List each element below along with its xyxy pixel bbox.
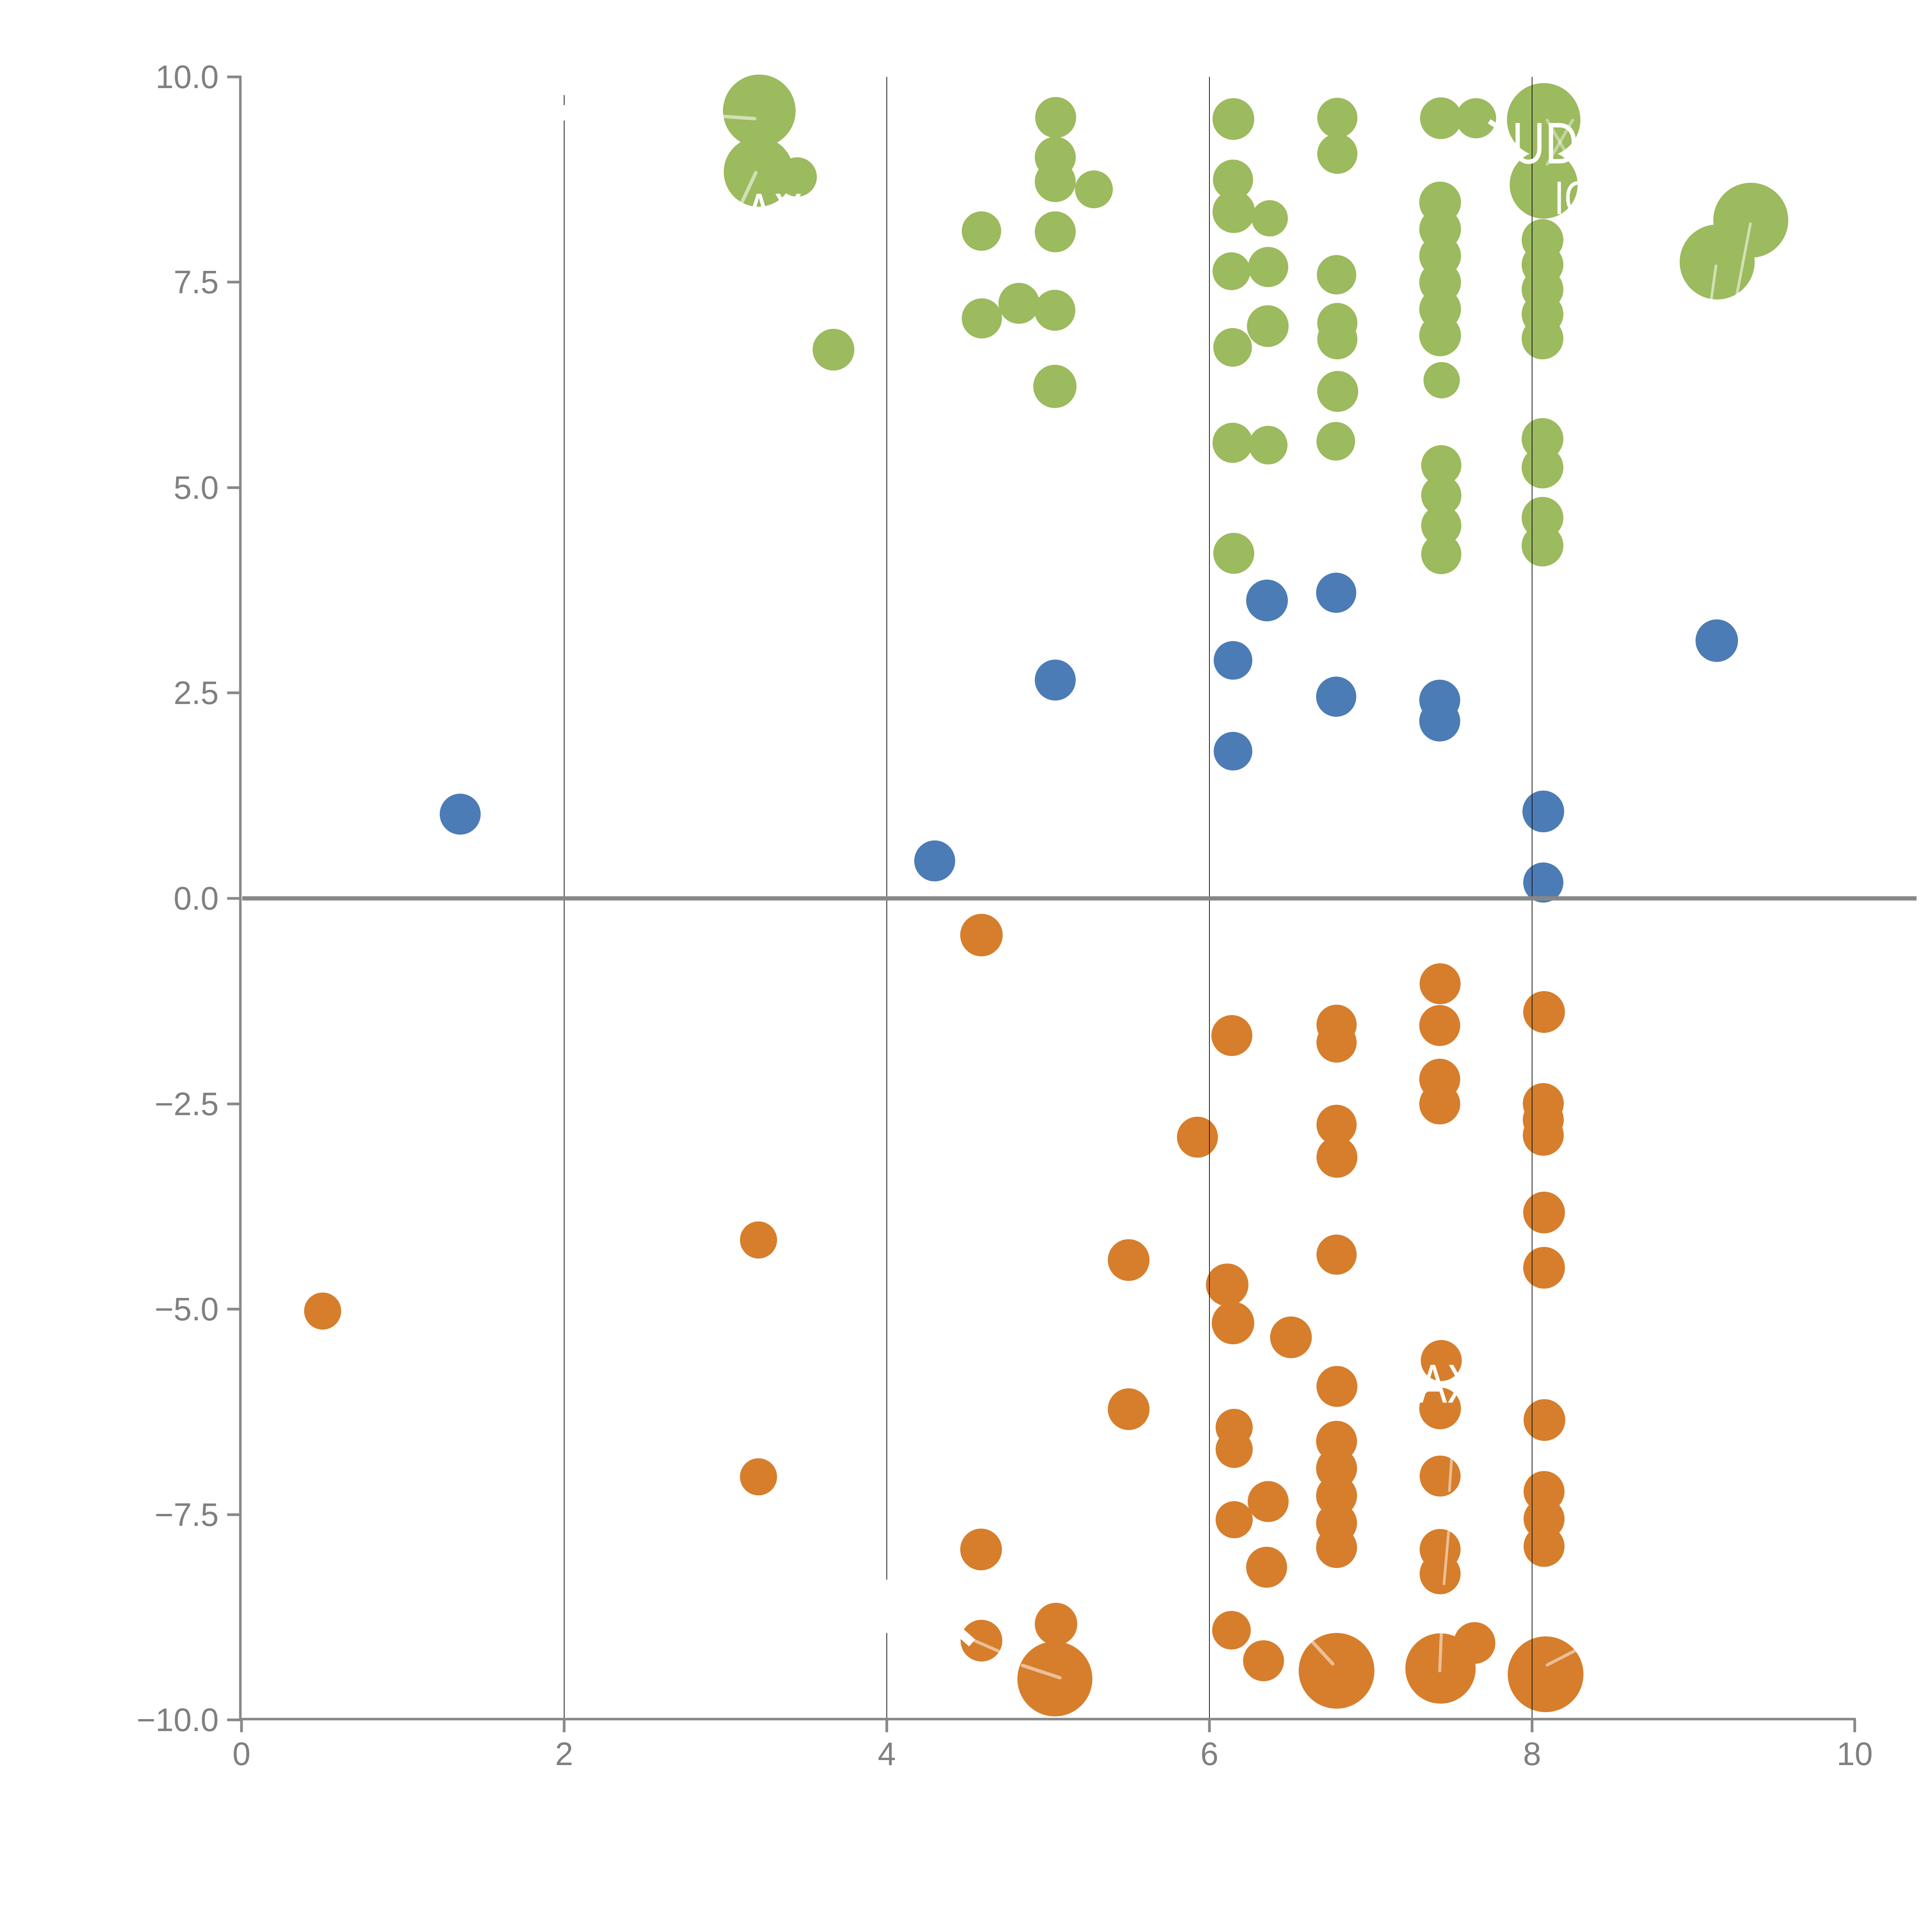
svg-text:AX: AX <box>1418 1353 1476 1414</box>
svg-text:5.0: 5.0 <box>173 469 219 506</box>
svg-text:−10.0: −10.0 <box>136 1702 219 1738</box>
svg-text:2: 2 <box>555 1736 573 1772</box>
svg-text:10: 10 <box>1837 1736 1872 1772</box>
svg-text:AX: AX <box>744 181 803 245</box>
svg-text:8: 8 <box>1523 1736 1541 1772</box>
svg-text:0: 0 <box>233 1736 251 1772</box>
svg-text:−2.5: −2.5 <box>155 1086 219 1122</box>
svg-text:−5.0: −5.0 <box>155 1291 219 1327</box>
svg-text:2.5: 2.5 <box>173 675 219 711</box>
svg-text:10.0: 10.0 <box>156 59 219 95</box>
svg-text:UD: UD <box>1512 111 1578 176</box>
svg-text:0.0: 0.0 <box>173 880 219 917</box>
svg-text:6: 6 <box>1201 1736 1219 1772</box>
svg-text:4: 4 <box>878 1736 896 1772</box>
svg-text:−7.5: −7.5 <box>155 1497 219 1533</box>
svg-text:IC: IC <box>1554 172 1591 224</box>
svg-text:7.5: 7.5 <box>173 264 219 300</box>
